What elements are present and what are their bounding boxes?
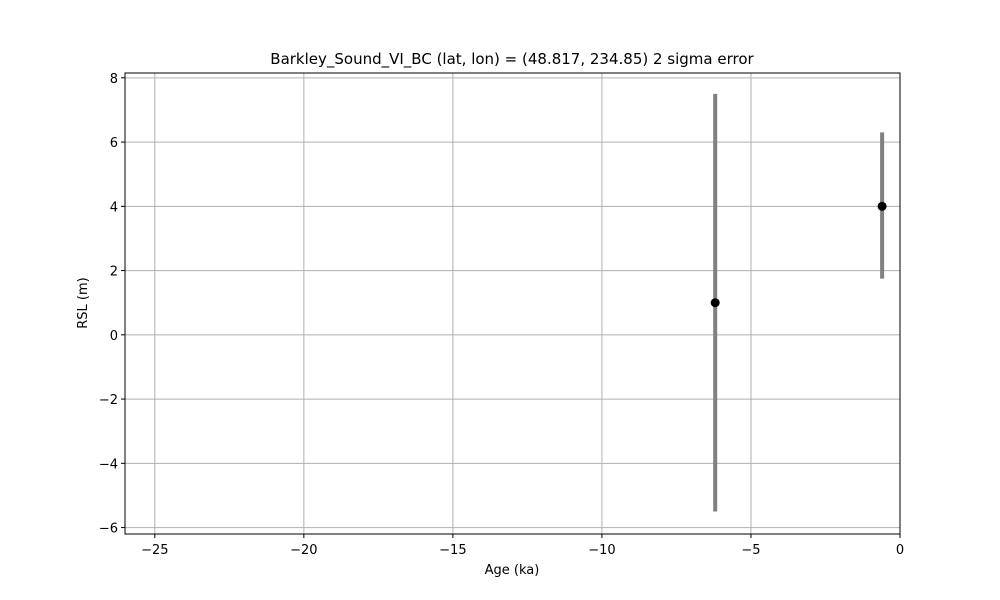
x-tick-label: −5 <box>741 543 760 558</box>
y-tick-label: −2 <box>99 393 118 408</box>
data-marks <box>710 93 887 512</box>
grid <box>125 73 901 534</box>
x-tick-label: −25 <box>141 543 168 558</box>
x-tick-label: 0 <box>896 543 904 558</box>
x-tick-label: −20 <box>290 543 317 558</box>
x-axis-label: Age (ka) <box>485 563 540 578</box>
y-tick-label: 8 <box>110 72 118 87</box>
y-tick-label: −6 <box>99 522 118 537</box>
x-tick-label: −10 <box>588 543 615 558</box>
y-axis-label: RSL (m) <box>76 277 91 328</box>
y-tick-label: 0 <box>110 329 118 344</box>
data-point <box>877 201 887 211</box>
y-tick-label: 4 <box>110 200 118 215</box>
x-tick-label: −15 <box>439 543 466 558</box>
y-tick-label: 6 <box>110 136 118 151</box>
y-tick-label: −4 <box>99 457 118 472</box>
plot-frame <box>124 72 901 535</box>
data-point <box>710 298 720 308</box>
chart-title: Barkley_Sound_VI_BC (lat, lon) = (48.817… <box>270 50 754 69</box>
y-tick-label: 2 <box>110 265 118 280</box>
